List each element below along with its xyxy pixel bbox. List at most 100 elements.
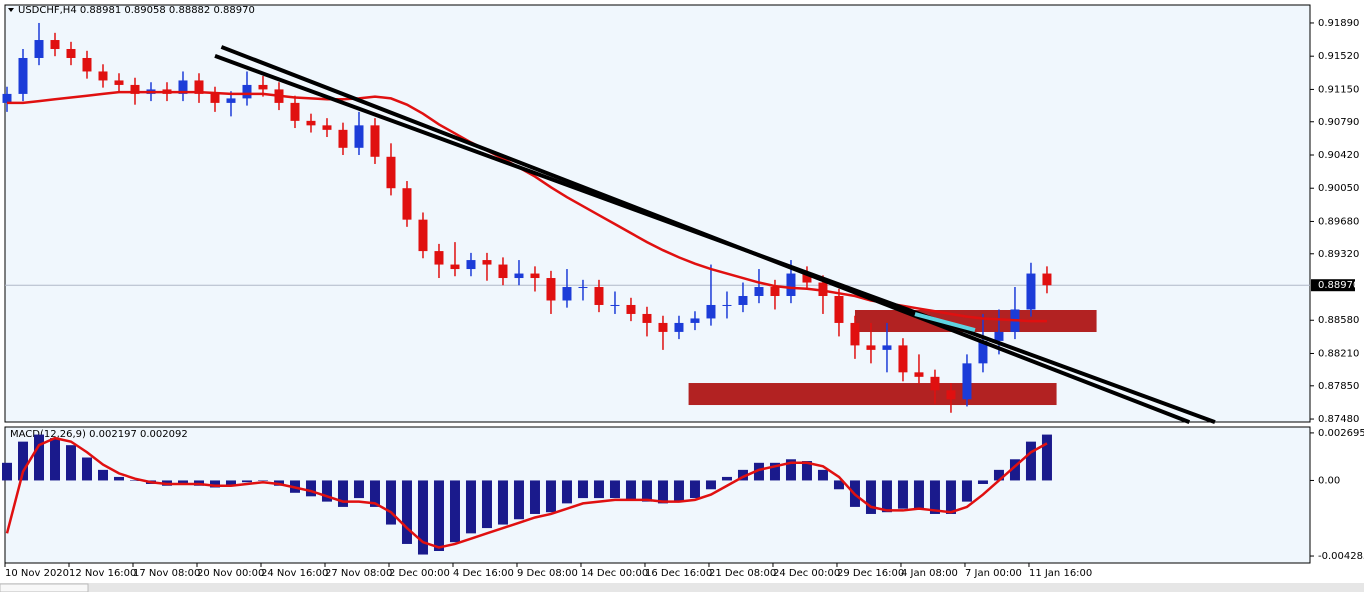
macd-bar (1025, 441, 1036, 481)
scroll-tab (0, 583, 89, 592)
x-tick-label: 24 Dec 00:00 (773, 568, 840, 579)
candle-body (818, 282, 828, 296)
macd-bar (353, 480, 364, 499)
candle-body (482, 260, 492, 265)
macd-bar (401, 480, 412, 544)
candle-body (66, 49, 76, 58)
macd-bar (913, 480, 924, 509)
candle-body (34, 40, 44, 58)
candle-body (434, 251, 444, 265)
candle-body (82, 57, 92, 72)
macd-bar (1009, 459, 1020, 481)
y-tick-label: 0.91890 (1318, 18, 1359, 29)
y-tick-label: 0.002695 (1318, 428, 1364, 439)
candle-body (1042, 273, 1052, 286)
macd-bar (241, 480, 252, 483)
candle-body (178, 80, 188, 94)
candle-body (290, 102, 300, 121)
macd-bar (65, 445, 76, 481)
macd-bar (881, 480, 892, 513)
candle-body (194, 80, 204, 94)
y-tick-label: 0.91520 (1318, 51, 1359, 62)
macd-bar (433, 480, 444, 552)
candle-body (210, 93, 220, 103)
x-tick-label: 10 Nov 2020 (5, 568, 69, 579)
candle-body (722, 304, 732, 306)
y-tick-label: -0.004285 (1318, 551, 1364, 562)
macd-bar (49, 438, 60, 481)
macd-bar (209, 480, 220, 488)
macd-bar (609, 480, 620, 499)
macd-bar (385, 480, 396, 525)
candle-body (850, 322, 860, 346)
macd-bar (801, 461, 812, 481)
signal-line (5, 436, 1048, 549)
macd-bar (1, 462, 12, 481)
x-tick-label: 4 Dec 16:00 (453, 568, 514, 579)
macd-bar (561, 480, 572, 504)
price-panel (4, 4, 1311, 423)
candle-body (114, 80, 124, 85)
macd-bar (481, 480, 492, 529)
x-tick-label: 14 Dec 00:00 (581, 568, 648, 579)
macd-bar (897, 480, 908, 509)
macd-bar (689, 480, 700, 499)
candle-body (498, 264, 508, 279)
candle-body (786, 273, 796, 296)
macd-bar (1041, 434, 1052, 481)
candle-body (994, 331, 1004, 341)
macd-bar (305, 480, 316, 497)
candle-body (130, 84, 140, 94)
candle-body (306, 120, 316, 126)
macd-bar (577, 480, 588, 499)
candle-body (594, 287, 604, 305)
candle-body (658, 322, 668, 332)
candle-body (418, 219, 428, 252)
y-tick-label: 0.91150 (1318, 84, 1359, 95)
macd-bar (817, 469, 828, 481)
macd-bar (545, 480, 556, 513)
candle-body (674, 322, 684, 332)
y-tick-label: 0.87850 (1318, 381, 1359, 392)
candle-body (802, 273, 812, 283)
macd-bar (721, 476, 732, 481)
macd-bar (225, 480, 236, 486)
macd-bar (417, 480, 428, 555)
macd-bar (961, 480, 972, 502)
candle-body (930, 376, 940, 391)
macd-bar (513, 480, 524, 520)
candle-body (338, 129, 348, 148)
x-tick-label: 29 Dec 16:00 (837, 568, 904, 579)
scrollbar (0, 583, 1364, 592)
candle-body (530, 273, 540, 279)
macd-bar (593, 480, 604, 499)
macd-bar (529, 480, 540, 514)
x-tick-label: 7 Jan 00:00 (965, 568, 1022, 579)
candle-body (226, 98, 236, 103)
macd-bar (865, 480, 876, 514)
macd-bar (81, 457, 92, 481)
macd-bar (97, 469, 108, 481)
candle-body (706, 304, 716, 319)
x-tick-label: 17 Nov 08:00 (133, 568, 200, 579)
zone (854, 310, 1097, 333)
y-tick-label: 0.87480 (1318, 414, 1359, 425)
zone (688, 383, 1057, 406)
macd-bar (993, 469, 1004, 481)
candle-body (898, 345, 908, 373)
x-tick-label: 27 Nov 08:00 (325, 568, 392, 579)
chart-title: USDCHF,H4 0.88981 0.89058 0.88882 0.8897… (18, 5, 255, 16)
candle-body (18, 57, 28, 94)
macd-title: MACD(12,26,9) 0.002197 0.002092 (10, 429, 188, 440)
candle-body (738, 295, 748, 305)
x-tick-label: 9 Dec 08:00 (517, 568, 578, 579)
candle-body (354, 125, 364, 148)
x-tick-label: 21 Dec 08:00 (709, 568, 776, 579)
candle-body (258, 84, 268, 90)
macd-bar (785, 459, 796, 481)
trendline (914, 312, 976, 332)
macd-bar (737, 469, 748, 481)
candle-body (578, 287, 588, 289)
macd-bar (657, 480, 668, 504)
candle-body (866, 345, 876, 350)
